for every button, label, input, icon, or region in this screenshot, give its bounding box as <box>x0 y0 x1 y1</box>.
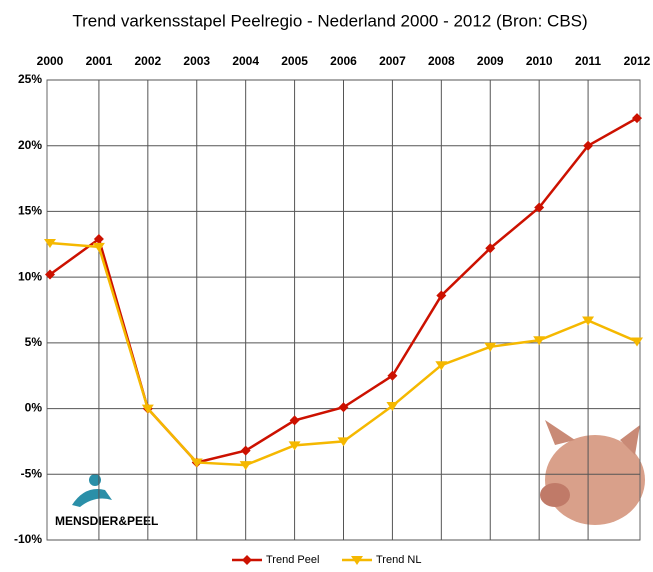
data-point <box>190 458 203 468</box>
data-point <box>45 269 55 280</box>
x-tick-label: 2010 <box>526 54 553 68</box>
y-tick-label: -5% <box>21 466 43 480</box>
logo: MENSDIER&PEEL <box>55 474 158 528</box>
legend-marker <box>351 556 363 565</box>
data-point <box>484 342 497 352</box>
data-point <box>289 415 300 426</box>
data-point <box>288 441 301 451</box>
pig-ear <box>545 420 640 455</box>
data-point <box>436 290 447 301</box>
x-tick-label: 2003 <box>183 54 210 68</box>
x-tick-label: 2008 <box>428 54 455 68</box>
chart-title: Trend varkensstapel Peelregio - Nederlan… <box>72 11 587 30</box>
y-tick-label: 5% <box>25 335 43 349</box>
data-point <box>338 402 349 413</box>
data-point <box>435 361 448 371</box>
data-point <box>533 336 546 346</box>
data-point <box>632 113 642 124</box>
data-point <box>240 445 251 456</box>
x-tick-label: 2006 <box>330 54 357 68</box>
data-point <box>583 140 594 151</box>
data-point <box>337 437 350 447</box>
legend-label: Trend NL <box>376 554 421 566</box>
data-point <box>92 242 105 252</box>
legend-marker <box>242 555 252 565</box>
data-point <box>485 243 496 254</box>
data-point <box>582 316 595 326</box>
data-point <box>387 370 398 381</box>
y-tick-label: 20% <box>18 138 42 152</box>
logo-text: MENSDIER&PEEL <box>55 514 158 528</box>
pig-snout <box>540 483 570 507</box>
x-tick-label: 2004 <box>232 54 259 68</box>
y-tick-label: 10% <box>18 269 42 283</box>
data-point <box>386 401 399 411</box>
pig-head <box>545 435 645 525</box>
pig-image <box>540 420 645 525</box>
data-point <box>239 461 252 471</box>
logo-icon <box>72 489 112 507</box>
x-tick-label: 2012 <box>624 54 651 68</box>
x-tick-label: 2007 <box>379 54 406 68</box>
x-tick-label: 2000 <box>37 54 64 68</box>
y-tick-label: 25% <box>18 72 42 86</box>
y-tick-label: 0% <box>25 401 43 415</box>
legend-label: Trend Peel <box>266 554 319 566</box>
data-point <box>44 238 56 248</box>
y-tick-label: 15% <box>18 204 42 218</box>
x-tick-label: 2002 <box>134 54 161 68</box>
x-tick-label: 2009 <box>477 54 504 68</box>
x-tick-label: 2011 <box>575 54 601 68</box>
x-tick-label: 2001 <box>86 54 113 68</box>
plot-area <box>46 79 641 541</box>
x-tick-label: 2005 <box>281 54 308 68</box>
data-point <box>93 234 104 245</box>
data-point <box>534 202 545 213</box>
logo-icon <box>89 474 101 486</box>
data-point <box>631 337 643 347</box>
y-tick-label: -10% <box>14 532 42 546</box>
data-point <box>141 404 154 414</box>
